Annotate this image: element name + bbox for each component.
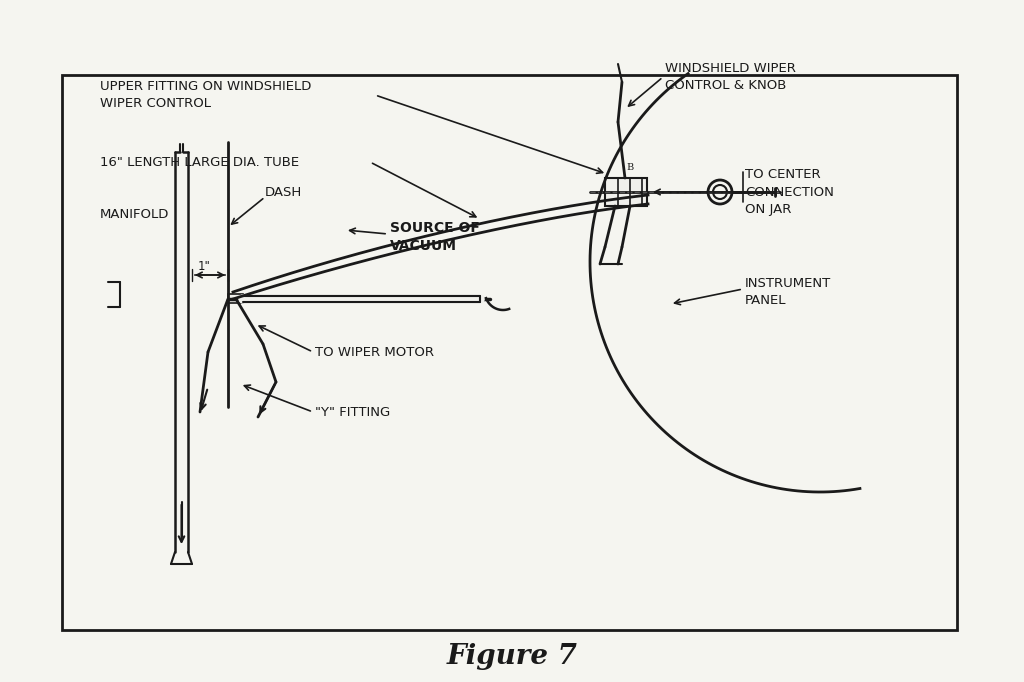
Bar: [605, 178, 647, 206]
Text: "Y" FITTING: "Y" FITTING: [315, 406, 390, 419]
Text: INSTRUMENT
PANEL: INSTRUMENT PANEL: [745, 277, 831, 307]
Text: SOURCE OF
VACUUM: SOURCE OF VACUUM: [390, 221, 480, 253]
Text: B: B: [627, 163, 634, 172]
Text: Figure 7: Figure 7: [446, 644, 578, 670]
Text: UPPER FITTING ON WINDSHIELD
WIPER CONTROL: UPPER FITTING ON WINDSHIELD WIPER CONTRO…: [100, 80, 311, 110]
Text: 16" LENGTH LARGE DIA. TUBE: 16" LENGTH LARGE DIA. TUBE: [100, 155, 299, 168]
Text: MANIFOLD: MANIFOLD: [100, 207, 169, 220]
Bar: [62, 75, 957, 630]
Text: 1": 1": [198, 261, 211, 273]
Text: TO WIPER MOTOR: TO WIPER MOTOR: [315, 346, 434, 359]
Text: TO CENTER
CONNECTION
ON JAR: TO CENTER CONNECTION ON JAR: [745, 168, 834, 216]
Bar: [228, 294, 243, 303]
Text: DASH: DASH: [265, 186, 302, 198]
Text: WINDSHIELD WIPER
CONTROL & KNOB: WINDSHIELD WIPER CONTROL & KNOB: [665, 62, 796, 92]
